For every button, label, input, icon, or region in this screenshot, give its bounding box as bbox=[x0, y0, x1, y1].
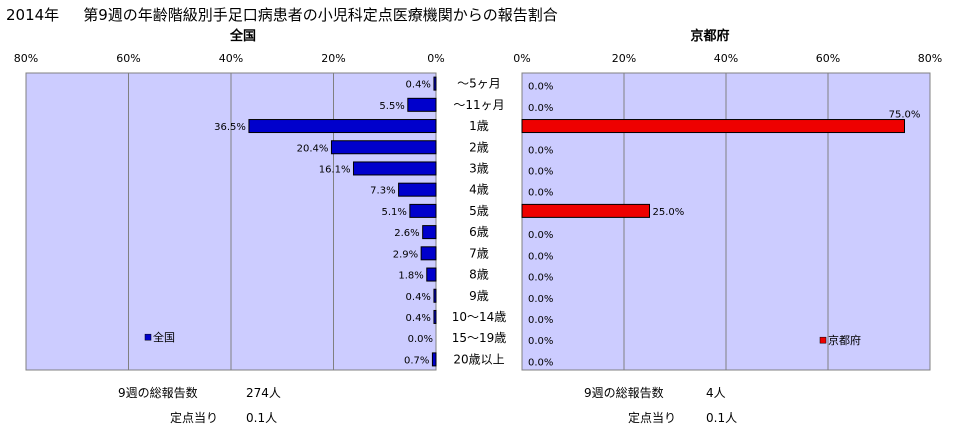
category-label: 1歳 bbox=[469, 119, 489, 133]
national-bar bbox=[398, 182, 437, 197]
national-legend-swatch bbox=[144, 333, 152, 341]
right-tick-label: 60% bbox=[816, 52, 840, 65]
kyoto-data-label: 0.0% bbox=[528, 103, 553, 114]
national-bar bbox=[409, 203, 437, 218]
national-per-label: 定点当り bbox=[170, 411, 219, 425]
national-bar bbox=[352, 161, 437, 176]
chart-title: 2014年 第9週の年齢階級別手足口病患者の小児科定点医療機関からの報告割合 bbox=[6, 4, 558, 25]
kyoto-per-label: 定点当り bbox=[628, 411, 677, 425]
national-bar bbox=[426, 267, 437, 282]
right-tick-label: 80% bbox=[918, 52, 942, 65]
right-tick-label: 20% bbox=[612, 52, 636, 65]
national-data-label: 20.4% bbox=[297, 143, 329, 154]
national-bar bbox=[407, 97, 437, 112]
kyoto-total-label: 9週の総報告数 bbox=[584, 386, 664, 400]
national-data-label: 2.9% bbox=[393, 249, 418, 260]
national-total-label: 9週の総報告数 bbox=[118, 386, 198, 400]
kyoto-data-label: 0.0% bbox=[528, 145, 553, 156]
category-label: ～11ヶ月 bbox=[453, 98, 504, 112]
national-bar bbox=[248, 119, 437, 134]
kyoto-legend-swatch bbox=[819, 336, 827, 344]
left-panel-title: 全国 bbox=[229, 28, 256, 44]
national-data-label: 16.1% bbox=[319, 164, 351, 175]
national-bar bbox=[433, 76, 437, 91]
kyoto-data-label: 0.0% bbox=[528, 188, 553, 199]
left-tick-label: 40% bbox=[219, 52, 243, 65]
left-tick-label: 80% bbox=[14, 52, 38, 65]
kyoto-data-label: 0.0% bbox=[528, 273, 553, 284]
kyoto-bar bbox=[521, 119, 905, 134]
kyoto-total-value: 4人 bbox=[706, 386, 726, 400]
category-label: 10～14歳 bbox=[452, 310, 507, 324]
national-data-label: 5.1% bbox=[381, 207, 406, 218]
title-text: 第9週の年齢階級別手足口病患者の小児科定点医療機関からの報告割合 bbox=[83, 6, 558, 24]
national-data-label: 0.4% bbox=[406, 292, 431, 303]
category-label: 6歳 bbox=[469, 225, 489, 239]
kyoto-legend-label: 京都府 bbox=[828, 333, 861, 347]
kyoto-data-label: 0.0% bbox=[528, 230, 553, 241]
category-label: 4歳 bbox=[469, 183, 489, 197]
national-per-value: 0.1人 bbox=[246, 411, 278, 425]
national-data-label: 5.5% bbox=[379, 101, 404, 112]
kyoto-data-label: 0.0% bbox=[528, 357, 553, 368]
category-label: 15～19歳 bbox=[452, 331, 507, 345]
left-tick-label: 60% bbox=[116, 52, 140, 65]
national-data-label: 0.4% bbox=[406, 80, 431, 91]
national-total-value: 274人 bbox=[246, 386, 281, 400]
national-data-label: 36.5% bbox=[214, 122, 246, 133]
national-bar bbox=[433, 309, 437, 324]
kyoto-data-label: 25.0% bbox=[653, 207, 685, 218]
kyoto-bar bbox=[521, 203, 650, 218]
category-label: 9歳 bbox=[469, 289, 489, 303]
right-tick-label: 0% bbox=[513, 52, 530, 65]
national-bar bbox=[330, 140, 437, 155]
kyoto-data-label: 75.0% bbox=[889, 110, 921, 121]
national-data-label: 0.4% bbox=[406, 313, 431, 324]
left-tick-label: 0% bbox=[427, 52, 444, 65]
national-bar bbox=[431, 352, 437, 367]
kyoto-data-label: 0.0% bbox=[528, 336, 553, 347]
national-data-label: 0.7% bbox=[404, 355, 429, 366]
category-label: 5歳 bbox=[469, 204, 489, 218]
national-data-label: 7.3% bbox=[370, 186, 395, 197]
national-bar bbox=[433, 288, 437, 303]
kyoto-per-value: 0.1人 bbox=[706, 411, 738, 425]
national-data-label: 1.8% bbox=[398, 271, 423, 282]
category-label: 8歳 bbox=[469, 268, 489, 282]
national-bar bbox=[420, 246, 437, 261]
title-year: 2014年 bbox=[6, 6, 60, 24]
right-panel-title: 京都府 bbox=[690, 28, 729, 44]
kyoto-data-label: 0.0% bbox=[528, 251, 553, 262]
national-legend-label: 全国 bbox=[153, 330, 175, 344]
kyoto-data-label: 0.0% bbox=[528, 294, 553, 305]
category-label: 7歳 bbox=[469, 246, 489, 260]
left-tick-label: 20% bbox=[321, 52, 345, 65]
kyoto-data-label: 0.0% bbox=[528, 82, 553, 93]
national-bar bbox=[422, 225, 437, 240]
kyoto-data-label: 0.0% bbox=[528, 315, 553, 326]
national-data-label: 2.6% bbox=[394, 228, 419, 239]
right-plot-border bbox=[521, 72, 931, 371]
category-label: 2歳 bbox=[469, 140, 489, 154]
category-label: 20歳以上 bbox=[453, 352, 504, 366]
kyoto-data-label: 0.0% bbox=[528, 166, 553, 177]
category-label: 3歳 bbox=[469, 161, 489, 175]
left-plot-border bbox=[25, 72, 437, 371]
right-tick-label: 40% bbox=[714, 52, 738, 65]
category-label: ～5ヶ月 bbox=[457, 77, 501, 91]
national-data-label: 0.0% bbox=[408, 334, 433, 345]
